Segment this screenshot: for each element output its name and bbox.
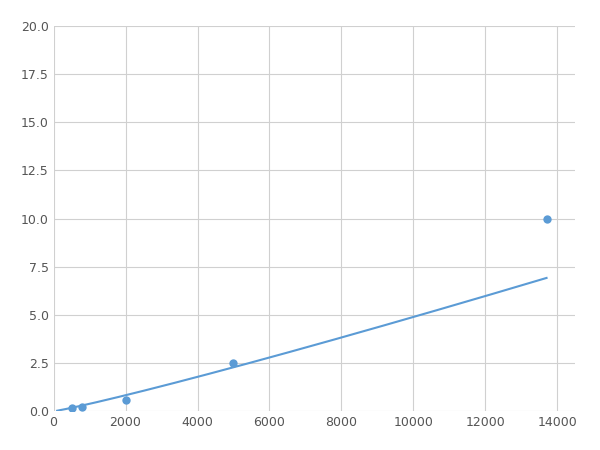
- Point: [229, 360, 238, 367]
- Point: [121, 396, 130, 403]
- Point: [77, 404, 87, 411]
- Point: [67, 405, 76, 412]
- Point: [542, 215, 551, 222]
